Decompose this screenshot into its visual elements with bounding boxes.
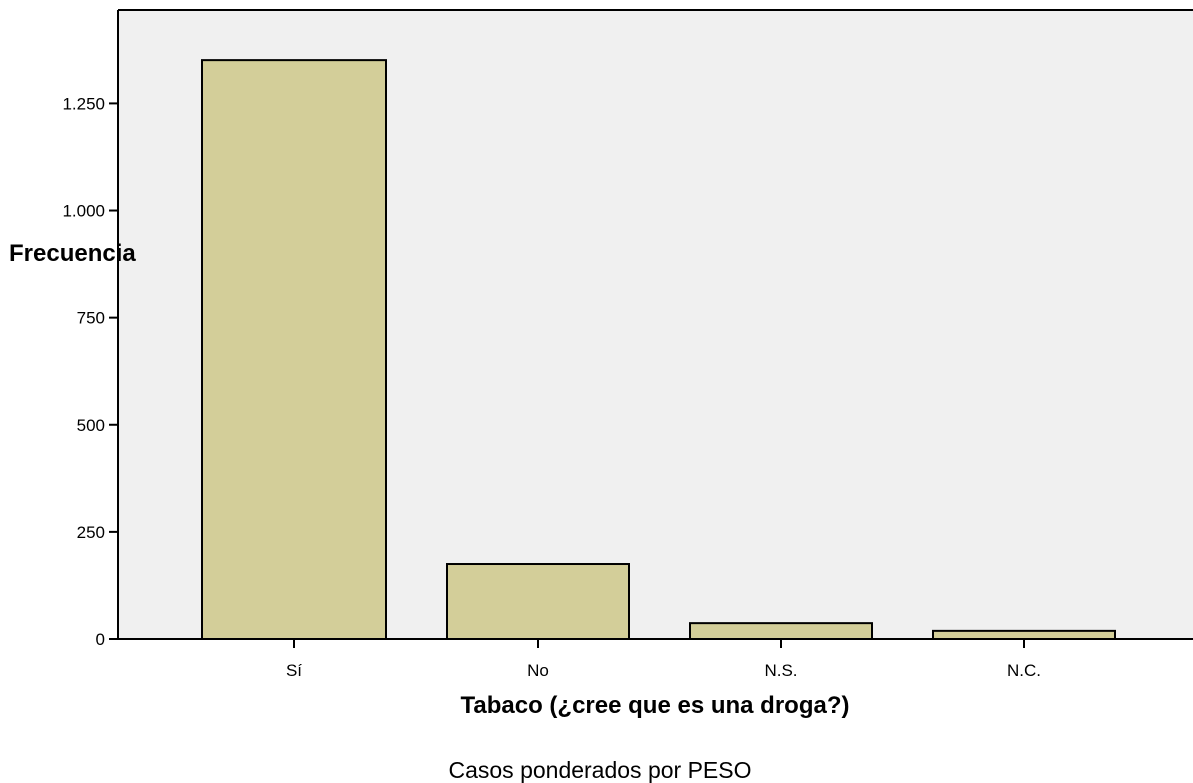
- x-tick-label: N.C.: [1007, 661, 1041, 680]
- y-tick-label: 500: [77, 416, 105, 435]
- bar-nc: [932, 629, 1116, 641]
- y-tick-label: 0: [96, 630, 105, 649]
- bar-no: [446, 563, 630, 640]
- chart-footnote: Casos ponderados por PESO: [448, 757, 751, 783]
- x-tick-label: N.S.: [764, 661, 797, 680]
- x-tick-label: Sí: [286, 661, 302, 680]
- bars-group: [201, 59, 1116, 641]
- y-tick-label: 1.000: [62, 202, 105, 221]
- ticks-group: 0 250 500 750 1.000 1.250 Sí No N.S. N.C.: [62, 94, 1041, 680]
- y-tick-label: 250: [77, 523, 105, 542]
- y-axis-title: Frecuencia: [9, 240, 136, 267]
- x-tick-label: No: [527, 661, 549, 680]
- bar-si: [201, 59, 387, 640]
- y-tick-label: 1.250: [62, 94, 105, 113]
- x-axis-title: Tabaco (¿cree que es una droga?): [461, 692, 850, 719]
- y-tick-label: 750: [77, 309, 105, 328]
- axes-group: [117, 9, 1193, 640]
- bar-ns: [689, 622, 873, 641]
